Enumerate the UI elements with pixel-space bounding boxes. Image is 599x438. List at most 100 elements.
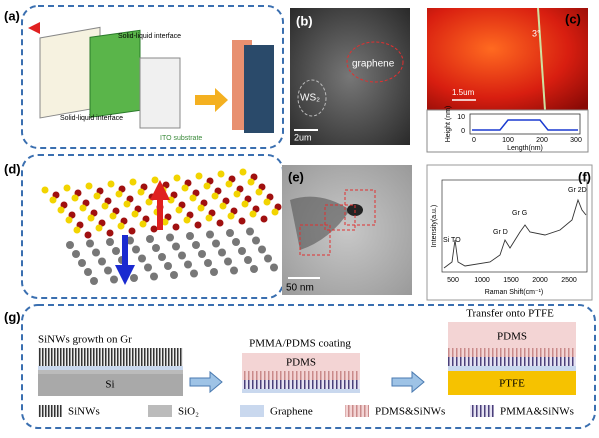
atom-c: [184, 260, 192, 269]
panel-label: (a): [4, 8, 20, 23]
arrow: [150, 180, 170, 230]
arrow: [189, 370, 223, 394]
peak-label: Gr G: [512, 210, 527, 217]
atom-c: [146, 235, 154, 243]
atom-c: [230, 266, 238, 275]
atom-s: [175, 206, 183, 214]
atom-s: [63, 184, 71, 192]
atom-c: [224, 257, 232, 266]
x-axis-title: Raman Shift(cm⁻¹): [485, 289, 544, 296]
pdms-sinws: [448, 348, 576, 357]
particle: [290, 196, 350, 250]
layer: [139, 57, 181, 129]
peak-label: Si TO: [443, 237, 461, 244]
pdms: [448, 322, 576, 348]
atom-s: [93, 192, 101, 200]
atom-s: [249, 210, 257, 218]
atom-s: [151, 176, 159, 184]
atom-c: [90, 277, 98, 285]
atom-s: [139, 220, 147, 228]
scale-label: 2um: [294, 132, 312, 142]
atom-s: [271, 208, 279, 216]
atom-w: [260, 215, 268, 223]
legend-label: PMMA&SiNWs: [500, 406, 574, 418]
pmma-sinws: [242, 380, 360, 389]
highlight: [346, 41, 404, 83]
highlight: [324, 204, 356, 231]
panel-label: (f): [578, 169, 591, 184]
atom-s: [227, 212, 235, 220]
atom-c: [112, 247, 120, 255]
panel-frame: [21, 304, 596, 429]
atom-c: [252, 236, 260, 245]
atom-s: [137, 188, 145, 196]
atom-s: [49, 196, 57, 204]
y-tick-label: 0: [461, 128, 465, 135]
x-tick-label: 1000: [474, 277, 490, 284]
atom-c: [110, 275, 118, 284]
scale-label: 1.5um: [452, 88, 475, 97]
legend-label: PDMS&SiNWs: [375, 406, 445, 418]
x-tick-label: 2000: [532, 277, 548, 284]
graphene: [242, 389, 360, 393]
atom-s: [233, 190, 241, 198]
atom-s: [255, 188, 263, 196]
atom-s: [173, 174, 181, 182]
atom-c: [218, 248, 226, 257]
atom-c: [178, 251, 186, 260]
atom-s: [101, 202, 109, 210]
legend-label: Graphene: [270, 406, 313, 418]
atom-c: [98, 257, 106, 266]
panel-label: (b): [296, 13, 313, 28]
plot-frame: [469, 113, 581, 135]
atom-s: [161, 218, 169, 226]
atom-s: [115, 190, 123, 198]
atom-c: [152, 244, 160, 252]
layer: [244, 45, 274, 133]
atom-w: [150, 225, 158, 233]
flake-edge: [537, 7, 546, 111]
atom-s: [189, 194, 197, 202]
ptfe: [448, 371, 576, 395]
note: Solid-liquid interface: [118, 33, 181, 40]
x-axis-title: Length(nm): [507, 145, 543, 152]
atom-c: [246, 227, 254, 236]
peak-label: Gr D: [493, 229, 508, 236]
x-tick-label: 2500: [561, 277, 577, 284]
panel-label: (e): [288, 169, 304, 184]
profile-line: [472, 119, 578, 131]
atom-c: [132, 245, 140, 254]
atom-s: [71, 194, 79, 202]
atom-c: [264, 254, 272, 263]
arrow: [391, 370, 425, 394]
atom-s: [131, 210, 139, 218]
annotation: 3°: [532, 28, 541, 38]
note: ITO substrate: [160, 135, 202, 142]
atom-w: [84, 231, 92, 239]
atom-c: [130, 274, 138, 282]
atom-c: [170, 271, 178, 279]
atom-s: [85, 182, 93, 190]
panel-frame: [426, 164, 593, 301]
annotation: WS₂: [300, 93, 320, 104]
y-axis-title: Height (nm): [445, 106, 452, 143]
profile-inset: [426, 109, 589, 153]
atom-s: [211, 192, 219, 200]
legend-swatch: [38, 405, 62, 417]
atom-s: [87, 214, 95, 222]
arrow: [195, 88, 228, 112]
layer-label: Si: [105, 379, 114, 391]
atom-c: [104, 266, 112, 275]
atom-c: [270, 263, 278, 272]
panel-label: (d): [4, 161, 21, 176]
atom-s: [145, 198, 153, 206]
legend-swatch: [470, 405, 494, 417]
atom-s: [247, 178, 255, 186]
atom-s: [217, 170, 225, 178]
atom-c: [210, 268, 218, 276]
atom-c: [204, 259, 212, 267]
legend-label: SiNWs: [68, 406, 100, 418]
atom-s: [167, 196, 175, 204]
atom-s: [107, 180, 115, 188]
